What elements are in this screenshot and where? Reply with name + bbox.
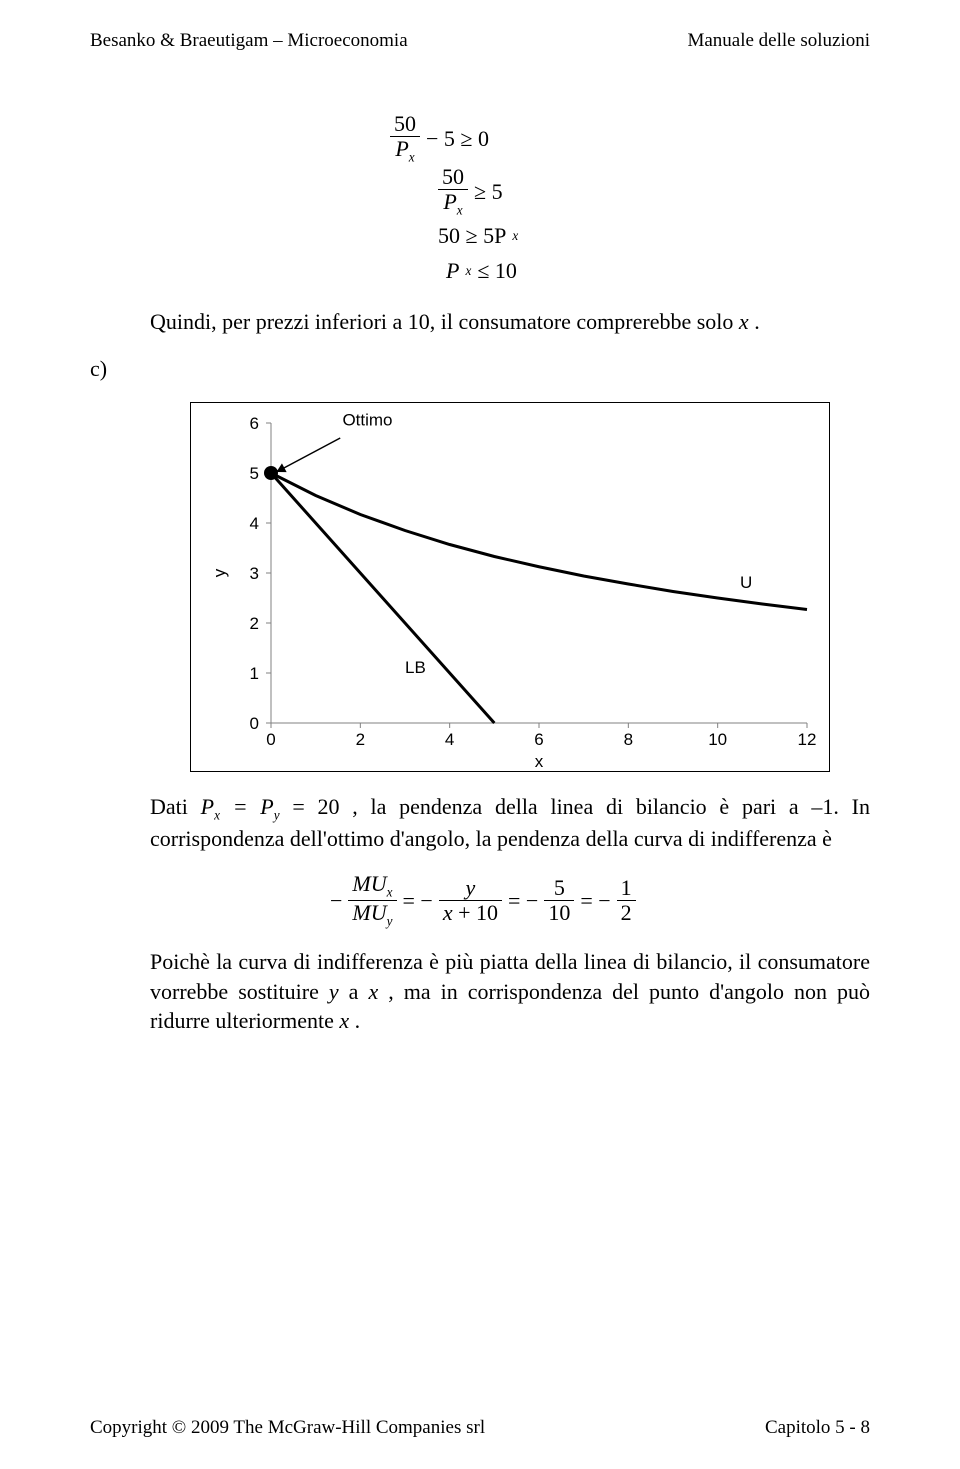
- para3-mid: a: [339, 979, 369, 1004]
- svg-text:8: 8: [624, 730, 633, 749]
- mu-lhs-num-sub: x: [387, 885, 393, 900]
- eq2-den: P: [443, 189, 456, 214]
- header-right: Manuale delle soluzioni: [687, 30, 870, 52]
- mu-eq2: = −: [508, 883, 538, 918]
- eq3-sub: x: [512, 225, 518, 246]
- svg-text:6: 6: [534, 730, 543, 749]
- svg-text:Ottimo: Ottimo: [342, 411, 392, 430]
- eq-line-2: 50 Px ≥ 5: [438, 165, 870, 218]
- svg-text:4: 4: [445, 730, 454, 749]
- eq3-text: 50 ≥ 5P: [438, 218, 506, 253]
- eq4-P: P: [446, 253, 459, 288]
- eq2-num: 50: [438, 165, 468, 190]
- subpart-c-label: c): [90, 356, 870, 382]
- equation-block-1: 50 Px − 5 ≥ 0 50 Px ≥ 5 50 ≥ 5Px Px ≤ 10: [390, 112, 870, 289]
- eq1-den: P: [395, 136, 408, 161]
- page: Besanko & Braeutigam – Microeconomia Man…: [0, 0, 960, 1469]
- para3-x: x: [368, 979, 378, 1004]
- mu-eq3: = −: [580, 883, 610, 918]
- mu-mid-num: y: [439, 876, 502, 901]
- footer-right: Capitolo 5 - 8: [765, 1417, 870, 1439]
- mu-r2-num: 1: [617, 876, 636, 901]
- page-header: Besanko & Braeutigam – Microeconomia Man…: [90, 30, 870, 52]
- svg-text:12: 12: [798, 730, 817, 749]
- eq2-rest: ≥ 5: [474, 174, 503, 209]
- mu-eq1: = −: [403, 883, 433, 918]
- mu-r2-den: 2: [617, 901, 636, 925]
- svg-text:x: x: [535, 752, 544, 771]
- svg-text:10: 10: [708, 730, 727, 749]
- mu-lhs-den-sub: y: [387, 913, 393, 928]
- para3-y: y: [329, 979, 339, 1004]
- chart-box: 0123456024681012xyOttimoULB: [190, 402, 830, 772]
- svg-text:6: 6: [250, 414, 259, 433]
- eq1-num: 50: [390, 112, 420, 137]
- svg-text:1: 1: [250, 664, 259, 683]
- svg-text:0: 0: [266, 730, 275, 749]
- chart-svg: 0123456024681012xyOttimoULB: [191, 403, 831, 773]
- footer-left: Copyright © 2009 The McGraw-Hill Compani…: [90, 1417, 485, 1439]
- para2-eq-end: = 20: [280, 794, 340, 819]
- para3-x2: x: [339, 1008, 349, 1033]
- page-footer: Copyright © 2009 The McGraw-Hill Compani…: [90, 1417, 870, 1439]
- mu-r1-num: 5: [544, 876, 574, 901]
- equation-block-2: − MUx MUy = − y x + 10 = − 5 10 = − 1 2: [330, 872, 870, 929]
- eq4-sub: x: [465, 260, 471, 281]
- svg-text:LB: LB: [405, 658, 426, 677]
- mu-r1-den: 10: [544, 901, 574, 925]
- eq4-rest: ≤ 10: [477, 253, 517, 288]
- para2-eq-mid: = P: [220, 794, 274, 819]
- para2-a: Dati: [150, 794, 201, 819]
- svg-text:U: U: [740, 573, 752, 592]
- svg-text:4: 4: [250, 514, 259, 533]
- svg-text:2: 2: [250, 614, 259, 633]
- paragraph-2: Dati Px = Py = 20 , la pendenza della li…: [150, 792, 870, 854]
- para1-x: x: [739, 309, 749, 334]
- svg-text:5: 5: [250, 464, 259, 483]
- eq-line-3: 50 ≥ 5P x: [438, 218, 870, 253]
- svg-text:0: 0: [250, 714, 259, 733]
- para2-Px: P: [201, 794, 214, 819]
- eq-line-1: 50 Px − 5 ≥ 0: [390, 112, 870, 165]
- svg-text:y: y: [210, 569, 229, 578]
- mu-lhs-den: MU: [352, 900, 386, 925]
- eq2-den-sub: x: [457, 203, 463, 218]
- svg-text:3: 3: [250, 564, 259, 583]
- paragraph-1: Quindi, per prezzi inferiori a 10, il co…: [150, 307, 870, 337]
- header-left: Besanko & Braeutigam – Microeconomia: [90, 30, 408, 52]
- para1-b: .: [749, 309, 760, 334]
- mu-lhs-num: MU: [352, 871, 386, 896]
- svg-text:2: 2: [356, 730, 365, 749]
- para1-a: Quindi, per prezzi inferiori a 10, il co…: [150, 309, 739, 334]
- eq1-den-sub: x: [409, 150, 415, 165]
- para3-end: .: [349, 1008, 360, 1033]
- eq1-rest: − 5 ≥ 0: [426, 121, 489, 156]
- paragraph-3: Poichè la curva di indifferenza è più pi…: [150, 947, 870, 1036]
- eq-line-4: Px ≤ 10: [446, 253, 870, 288]
- chart-container: 0123456024681012xyOttimoULB: [190, 402, 870, 772]
